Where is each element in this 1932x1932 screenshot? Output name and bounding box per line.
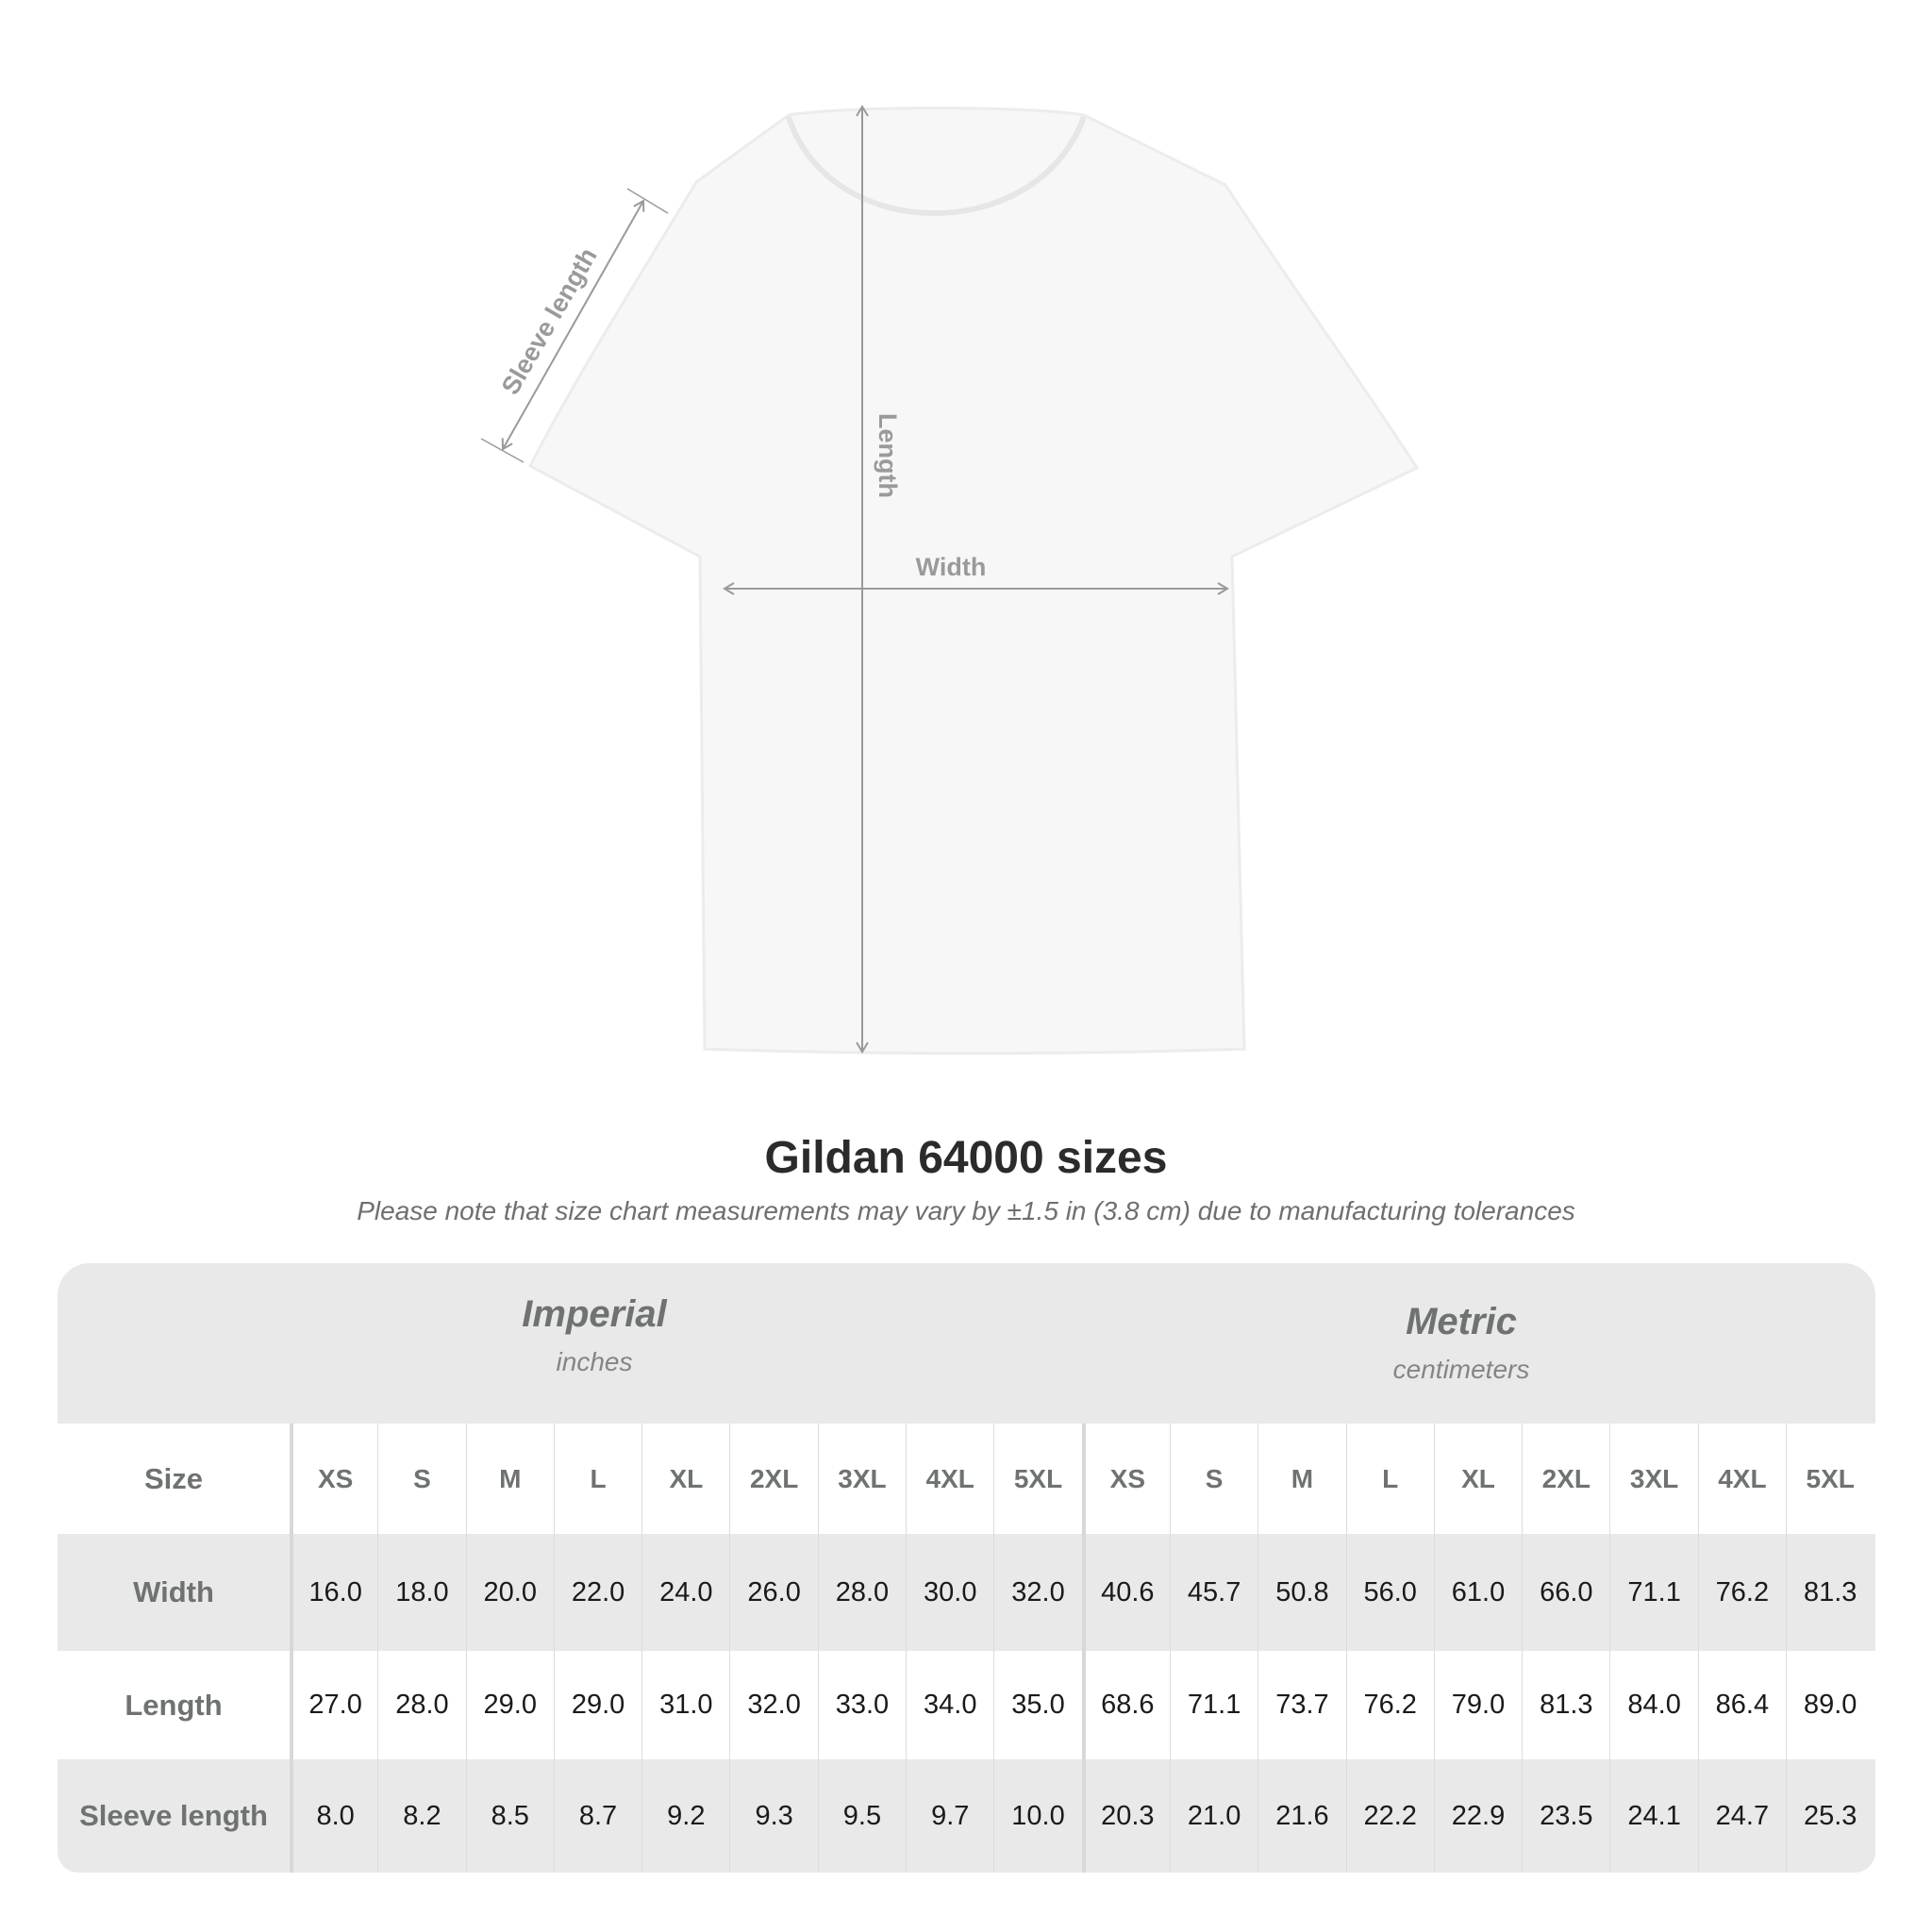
imperial-size-3xl: 3XL: [817, 1424, 906, 1534]
imperial-size-xl: XL: [641, 1424, 729, 1534]
imperial-value-cell: 29.0: [553, 1651, 641, 1759]
metric-value-cell: 68.6: [1081, 1651, 1170, 1759]
imperial-size-5xl: 5XL: [993, 1424, 1081, 1534]
imperial-value-cell: 8.2: [377, 1759, 465, 1873]
imperial-value-cell: 26.0: [729, 1534, 817, 1651]
metric-value-cell: 20.3: [1081, 1759, 1170, 1873]
length-label: Length: [874, 413, 902, 498]
tolerance-note: Please note that size chart measurements…: [357, 1196, 1575, 1225]
imperial-size-2xl: 2XL: [729, 1424, 817, 1534]
imperial-size-s: S: [377, 1424, 465, 1534]
imperial-value-cell: 30.0: [906, 1534, 993, 1651]
imperial-header: Imperial inches: [358, 1293, 830, 1377]
metric-value-cell: 66.0: [1522, 1534, 1609, 1651]
table-row-length: Length 27.0 28.0 29.0 29.0 31.0 32.0 33.0 34.0 35…: [58, 1651, 1875, 1759]
tshirt-diagram: Width Length Sleeve length: [480, 105, 1420, 1055]
imperial-value-cell: 8.7: [553, 1759, 641, 1873]
metric-value-cell: 76.2: [1697, 1534, 1786, 1651]
metric-value-cell: 89.0: [1786, 1651, 1874, 1759]
imperial-value-cell: 20.0: [465, 1534, 554, 1651]
imperial-value-cell: 18.0: [377, 1534, 465, 1651]
imperial-value-cell: 31.0: [641, 1651, 729, 1759]
width-label: Width: [916, 553, 987, 581]
metric-value-cell: 61.0: [1433, 1534, 1522, 1651]
imperial-value-cell: 32.0: [993, 1534, 1081, 1651]
row-label: Sleeve length: [79, 1799, 268, 1832]
metric-value-cell: 84.0: [1609, 1651, 1697, 1759]
metric-size-xs: XS: [1081, 1424, 1170, 1534]
imperial-value-cell: 16.0: [290, 1534, 377, 1651]
metric-value-cell: 76.2: [1345, 1651, 1434, 1759]
metric-value-cell: 56.0: [1345, 1534, 1434, 1651]
imperial-value-cell: 9.7: [906, 1759, 993, 1873]
imperial-value-cell: 8.5: [465, 1759, 554, 1873]
imperial-value-cell: 28.0: [377, 1651, 465, 1759]
unit-header-band: Imperial inches Metric centimeters: [58, 1263, 1875, 1424]
metric-value-cell: 81.3: [1786, 1534, 1874, 1651]
metric-value-cell: 21.0: [1169, 1759, 1257, 1873]
metric-value-cell: 24.7: [1697, 1759, 1786, 1873]
imperial-value-cell: 33.0: [817, 1651, 906, 1759]
metric-size-s: S: [1169, 1424, 1257, 1534]
row-label: Width: [133, 1575, 214, 1608]
metric-value-cell: 71.1: [1609, 1534, 1697, 1651]
size-label: Size: [143, 1461, 204, 1495]
metric-size-m: M: [1257, 1424, 1345, 1534]
imperial-size-l: L: [553, 1424, 641, 1534]
metric-value-cell: 22.9: [1433, 1759, 1522, 1873]
metric-value-cell: 81.3: [1522, 1651, 1609, 1759]
metric-value-cell: 50.8: [1257, 1534, 1345, 1651]
metric-value-cell: 45.7: [1169, 1534, 1257, 1651]
metric-size-5xl: 5XL: [1786, 1424, 1874, 1534]
metric-value-cell: 22.2: [1345, 1759, 1434, 1873]
imperial-value-cell: 9.2: [641, 1759, 729, 1873]
imperial-title: Imperial: [522, 1293, 667, 1335]
imperial-value-cell: 29.0: [465, 1651, 554, 1759]
imperial-size-xs: XS: [290, 1424, 377, 1534]
imperial-size-4xl: 4XL: [906, 1424, 993, 1534]
metric-value-cell: 79.0: [1433, 1651, 1522, 1759]
metric-value-cell: 24.1: [1609, 1759, 1697, 1873]
metric-size-l: L: [1345, 1424, 1434, 1534]
metric-size-4xl: 4XL: [1697, 1424, 1786, 1534]
table-row-sleeve-length: Sleeve length 8.0 8.2 8.5 8.7 9.2 9.3 9.5 9.7 10.…: [58, 1759, 1875, 1873]
size-header-row: Size XS S M L XL 2XL 3XL 4XL 5XL XS S M L XL 2XL 3XL 4XL 5…: [58, 1424, 1875, 1534]
imperial-value-cell: 34.0: [906, 1651, 993, 1759]
size-table: Imperial inches Metric centimeters Size X…: [58, 1263, 1875, 1873]
sleeve-tick: [626, 188, 669, 214]
metric-size-xl: XL: [1433, 1424, 1522, 1534]
imperial-unit: inches: [556, 1347, 633, 1376]
table-row-width: Width 16.0 18.0 20.0 22.0 24.0 26.0 28.0 30.0 32.…: [58, 1534, 1875, 1651]
metric-value-cell: 23.5: [1522, 1759, 1609, 1873]
page-title: Gildan 64000 sizes: [764, 1133, 1168, 1183]
imperial-value-cell: 9.3: [729, 1759, 817, 1873]
metric-value-cell: 86.4: [1697, 1651, 1786, 1759]
sleeve-tick: [480, 438, 525, 463]
row-label: Length: [125, 1688, 223, 1722]
metric-value-cell: 40.6: [1081, 1534, 1170, 1651]
imperial-size-m: M: [465, 1424, 554, 1534]
metric-value-cell: 21.6: [1257, 1759, 1345, 1873]
imperial-value-cell: 10.0: [993, 1759, 1081, 1873]
imperial-value-cell: 27.0: [290, 1651, 377, 1759]
metric-header: Metric centimeters: [1225, 1301, 1697, 1385]
metric-unit: centimeters: [1392, 1355, 1530, 1384]
metric-value-cell: 73.7: [1257, 1651, 1345, 1759]
imperial-value-cell: 32.0: [729, 1651, 817, 1759]
imperial-value-cell: 24.0: [641, 1534, 729, 1651]
metric-size-2xl: 2XL: [1522, 1424, 1609, 1534]
imperial-value-cell: 8.0: [290, 1759, 377, 1873]
imperial-value-cell: 9.5: [817, 1759, 906, 1873]
imperial-value-cell: 35.0: [993, 1651, 1081, 1759]
imperial-value-cell: 28.0: [817, 1534, 906, 1651]
metric-value-cell: 71.1: [1169, 1651, 1257, 1759]
metric-value-cell: 25.3: [1786, 1759, 1874, 1873]
tshirt-collar: [786, 115, 1087, 216]
sleeve-arrow: [501, 199, 645, 451]
imperial-value-cell: 22.0: [553, 1534, 641, 1651]
metric-title: Metric: [1406, 1301, 1517, 1342]
metric-size-3xl: 3XL: [1609, 1424, 1697, 1534]
